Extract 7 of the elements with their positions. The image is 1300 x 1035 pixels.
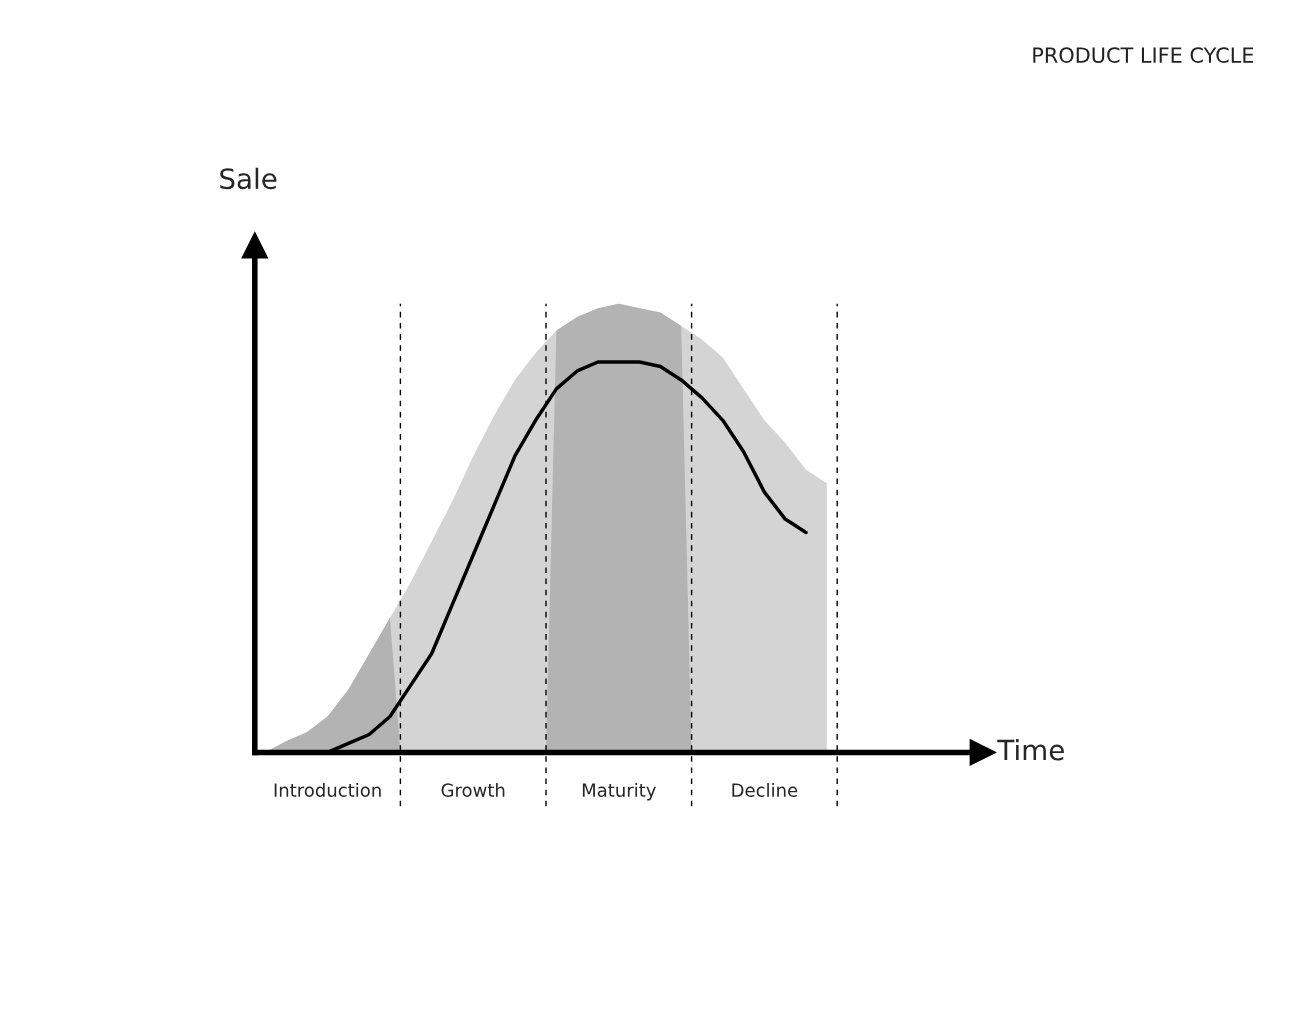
text: PRODUCT LIFE CYCLE xyxy=(1033,47,1254,63)
x-tick-label: Introduction xyxy=(274,783,381,797)
x-tick-label: Decline xyxy=(732,783,798,797)
y-axis-title: Sale xyxy=(220,167,277,190)
x-tick-label: Maturity xyxy=(582,783,656,801)
x-tick-label: Growth xyxy=(441,783,505,797)
text: Time xyxy=(997,739,1064,761)
